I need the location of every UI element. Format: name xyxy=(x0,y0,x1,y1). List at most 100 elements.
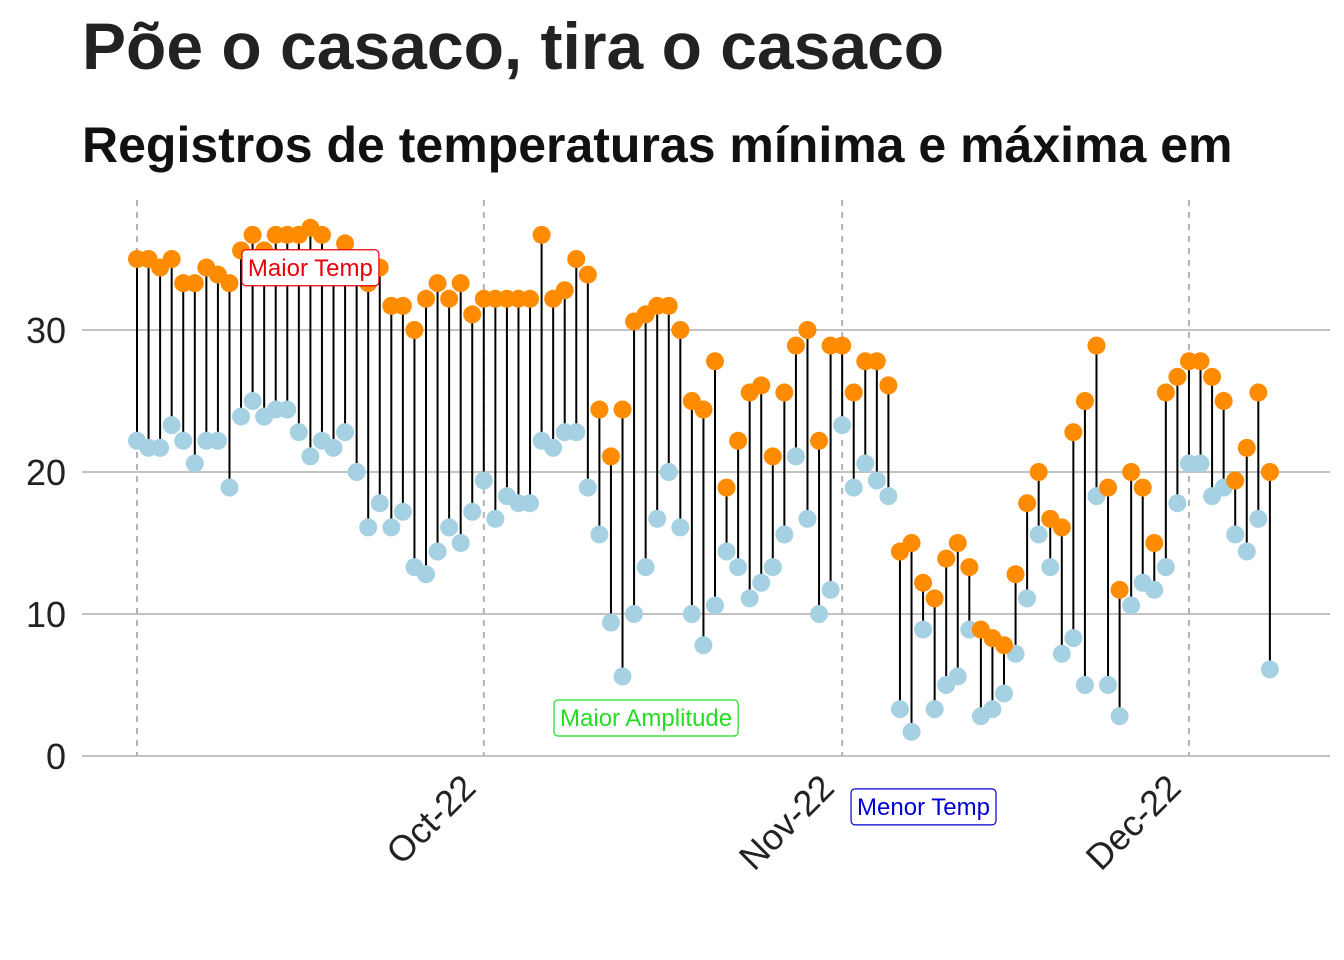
min-temp-point xyxy=(856,454,875,473)
min-temp-point xyxy=(810,605,829,623)
min-temp-point xyxy=(324,438,343,457)
y-tick-label-20: 20 xyxy=(26,452,66,493)
min-temp-point xyxy=(1237,542,1256,561)
max-temp-point xyxy=(1075,392,1094,410)
y-tick-label-10: 10 xyxy=(26,594,66,635)
max-temp-point xyxy=(902,534,921,552)
min-temp-point xyxy=(567,423,586,442)
gridlines xyxy=(82,329,1330,757)
min-temp-point xyxy=(613,667,632,686)
axis-labels: 0 10 20 30 Oct-22 Nov-22 Dec-22 xyxy=(26,310,1189,878)
max-temp-point xyxy=(937,549,956,568)
max-temp-point xyxy=(601,447,620,466)
max-temp-point xyxy=(567,250,586,268)
max-temp-point xyxy=(1006,565,1025,584)
min-temp-point xyxy=(821,580,840,599)
max-temp-point xyxy=(671,321,690,339)
min-temp-point xyxy=(451,534,470,552)
min-temp-point xyxy=(625,605,644,623)
max-temp-point xyxy=(417,289,435,308)
max-temp-point xyxy=(752,376,771,395)
max-temp-point xyxy=(162,250,181,268)
annotation-label: Menor Temp xyxy=(857,794,990,821)
max-temp-point xyxy=(1168,367,1187,386)
max-temp-point xyxy=(1214,392,1233,410)
min-temp-point xyxy=(220,478,239,497)
max-temp-point xyxy=(1191,352,1210,371)
min-temp-point xyxy=(717,542,736,561)
min-temp-point xyxy=(1168,494,1187,513)
min-temp-point xyxy=(243,392,262,410)
min-temp-point xyxy=(671,518,690,537)
min-temp-point xyxy=(1249,509,1268,528)
chart-title: Põe o casaco, tira o casaco xyxy=(82,9,945,83)
min-temp-point xyxy=(1018,589,1037,608)
min-temp-point xyxy=(382,518,401,537)
max-temp-point xyxy=(960,558,979,577)
min-temp-point xyxy=(1122,596,1141,615)
max-temp-point xyxy=(613,400,632,419)
min-temp-point xyxy=(740,589,759,608)
max-temp-point xyxy=(1156,383,1175,402)
max-temp-point xyxy=(440,289,459,308)
annotation-box xyxy=(850,788,997,826)
max-temp-point xyxy=(694,400,713,419)
min-temp-point xyxy=(1145,580,1164,599)
x-tick-label-Nov-22: Nov-22 xyxy=(731,767,842,878)
max-temp-point xyxy=(833,336,852,355)
min-temp-point xyxy=(948,667,967,686)
max-temp-point xyxy=(717,478,736,497)
max-temp-point xyxy=(1260,463,1279,481)
min-temp-point xyxy=(1064,629,1083,648)
max-temp-point xyxy=(786,336,805,355)
min-temp-point xyxy=(521,494,540,513)
min-temp-point xyxy=(232,407,251,426)
min-temp-point xyxy=(890,700,909,719)
max-temp-point xyxy=(810,431,829,450)
max-temp-point xyxy=(867,352,886,371)
min-temp-point xyxy=(1260,660,1279,679)
min-temp-point xyxy=(393,502,412,521)
min-temp-point xyxy=(1029,525,1048,544)
max-temp-point xyxy=(659,296,678,315)
max-temp-point xyxy=(428,274,447,293)
x-tick-Oct-22: Oct-22 xyxy=(378,767,483,872)
max-temp-point xyxy=(1145,534,1164,552)
min-temp-point xyxy=(659,463,678,481)
min-temp-point xyxy=(544,438,563,457)
max-temp-point xyxy=(1203,367,1222,386)
data-points xyxy=(128,218,1279,741)
min-temp-point xyxy=(336,423,355,442)
min-temp-point xyxy=(590,525,609,544)
max-temp-point xyxy=(243,225,262,244)
min-temp-point xyxy=(486,509,505,528)
min-temp-point xyxy=(648,509,667,528)
min-temp-point xyxy=(417,565,435,584)
min-temp-point xyxy=(578,478,597,497)
min-temp-point xyxy=(1226,525,1245,544)
max-temp-point xyxy=(706,352,724,371)
annotation-box xyxy=(553,699,739,737)
min-temp-point xyxy=(1052,644,1071,663)
min-temp-point xyxy=(925,700,944,719)
chart-subtitle: Registros de temperaturas mínima e máxim… xyxy=(82,117,1233,173)
min-temp-point xyxy=(428,542,447,561)
max-temp-point xyxy=(763,447,782,466)
min-temp-point xyxy=(474,471,493,490)
max-temp-point xyxy=(1226,471,1245,490)
min-temp-point xyxy=(786,447,805,466)
min-temp-point xyxy=(902,722,921,741)
max-temp-point xyxy=(879,376,898,395)
min-temp-point xyxy=(914,620,933,639)
min-temp-point xyxy=(278,400,297,419)
x-tick-label-Oct-22: Oct-22 xyxy=(378,767,483,872)
max-temp-point xyxy=(1133,478,1152,497)
min-temp-point xyxy=(1156,558,1175,577)
min-temp-point xyxy=(185,454,204,473)
max-temp-point xyxy=(555,281,574,300)
max-temp-point xyxy=(1237,438,1256,457)
max-temp-point xyxy=(393,296,412,315)
min-temp-point xyxy=(729,558,748,577)
min-temp-point xyxy=(844,478,863,497)
annotation-maior-amplitude: Maior Amplitude xyxy=(553,699,739,737)
